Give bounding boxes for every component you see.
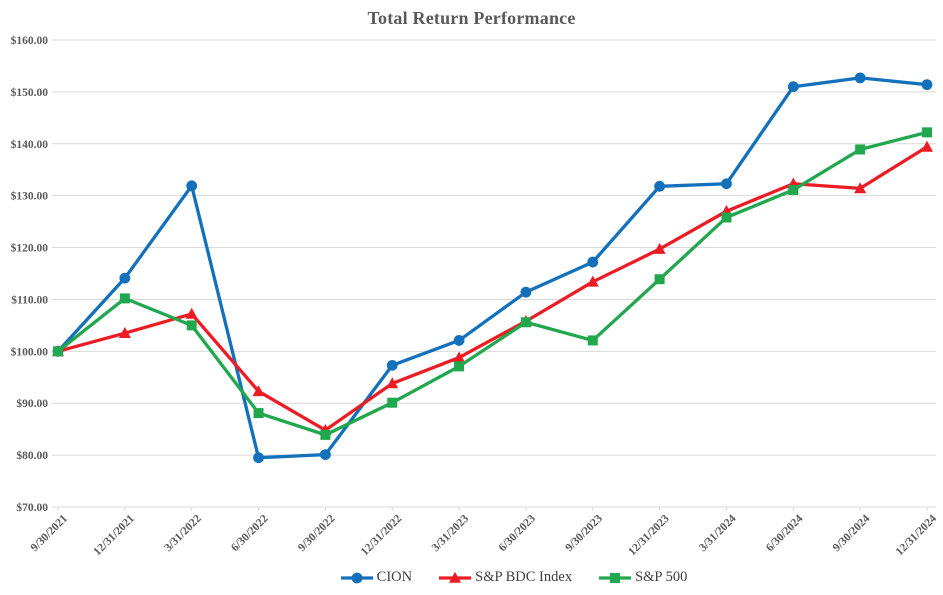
legend-label-cion: CION — [376, 569, 413, 585]
data-point-s-p-bdc-index — [586, 275, 599, 287]
legend-marker-glyph — [610, 572, 621, 583]
data-point-s-p-500 — [387, 397, 398, 408]
data-point-s-p-500 — [253, 408, 264, 419]
data-point-s-p-500 — [320, 429, 331, 440]
data-point-s-p-500 — [454, 361, 465, 372]
y-axis-tick-label: $160.00 — [11, 34, 49, 47]
x-axis-tick-label: 12/31/2022 — [359, 512, 405, 558]
x-axis-tick-label: 12/31/2021 — [91, 512, 137, 558]
series-cion — [52, 72, 933, 464]
legend-marker-glyph — [351, 572, 363, 583]
data-point-s-p-bdc-index — [453, 351, 466, 363]
data-point-cion — [520, 286, 532, 298]
legend-label-s-p-bdc-index: S&P BDC Index — [475, 569, 573, 585]
data-point-cion — [654, 180, 666, 192]
data-point-s-p-500 — [788, 184, 799, 195]
legend-item-s-p-500: S&P 500 — [598, 569, 687, 586]
data-point-cion — [253, 452, 264, 464]
data-point-s-p-500 — [721, 212, 732, 223]
data-point-cion — [721, 178, 732, 190]
x-axis-tick-label: 9/30/2024 — [831, 512, 873, 554]
y-axis-tick-label: $150.00 — [11, 86, 49, 99]
x-axis-tick-label: 6/30/2023 — [497, 512, 539, 554]
chart-legend: CION S&P BDC Index S&P 500 — [42, 569, 943, 586]
data-point-s-p-500 — [855, 144, 866, 155]
y-axis-tick-label: $110.00 — [11, 293, 48, 306]
data-point-cion — [386, 359, 398, 371]
data-point-s-p-500 — [119, 293, 130, 304]
data-point-cion — [319, 449, 331, 460]
data-point-cion — [921, 79, 933, 91]
data-point-s-p-bdc-index — [653, 242, 666, 254]
y-axis-tick-label: $120.00 — [11, 242, 49, 255]
legend-item-s-p-bdc-index: S&P BDC Index — [438, 569, 572, 586]
x-axis-tick-label: 9/30/2023 — [563, 512, 605, 554]
legend-marker-glyph — [449, 571, 462, 583]
data-point-s-p-500 — [922, 127, 932, 138]
data-point-cion — [787, 81, 799, 93]
data-point-s-p-bdc-index — [854, 182, 867, 194]
series-line-s-p-500 — [56, 130, 929, 437]
x-axis-tick-label: 3/31/2022 — [162, 512, 204, 554]
chart-title: Total Return Performance — [367, 8, 576, 28]
x-axis-tick-label: 9/30/2021 — [29, 512, 71, 554]
data-point-s-p-bdc-index — [185, 307, 198, 319]
data-point-cion — [453, 335, 465, 346]
series-line-cion — [56, 76, 929, 460]
data-point-cion — [119, 272, 131, 284]
series-s-p-500 — [53, 127, 932, 440]
legend-item-cion: CION — [340, 569, 412, 586]
data-point-s-p-500 — [587, 335, 598, 346]
y-axis-tick-label: $130.00 — [11, 190, 49, 203]
y-axis-tick-label: $140.00 — [11, 138, 49, 151]
y-axis-tick-label: $100.00 — [11, 345, 49, 358]
data-point-cion — [587, 256, 599, 268]
x-axis-tick-label: 3/31/2024 — [697, 512, 739, 554]
data-point-cion — [186, 180, 198, 192]
data-point-s-p-500 — [53, 346, 63, 357]
y-axis-tick-label: $90.00 — [16, 397, 48, 410]
x-axis-tick-label: 6/30/2022 — [229, 512, 271, 554]
x-axis-tick-label: 12/31/2024 — [894, 512, 940, 558]
series-line-s-p-bdc-index — [56, 145, 929, 432]
legend-marker-s-p-500 — [599, 572, 632, 583]
data-point-s-p-bdc-index — [118, 326, 131, 338]
data-point-s-p-bdc-index — [921, 140, 933, 152]
legend-marker-s-p-bdc-index — [439, 571, 472, 583]
x-axis-tick-label: 12/31/2023 — [626, 512, 672, 558]
x-axis-tick-label: 9/30/2022 — [296, 512, 338, 554]
legend-marker-cion — [340, 572, 373, 583]
x-axis-tick-label: 6/30/2024 — [764, 512, 806, 554]
y-axis-tick-label: $70.00 — [16, 501, 48, 514]
data-point-cion — [854, 72, 866, 84]
legend-label-s-p-500: S&P 500 — [635, 569, 688, 585]
data-point-s-p-bdc-index — [386, 377, 399, 389]
data-point-s-p-bdc-index — [252, 385, 265, 397]
data-point-s-p-500 — [186, 320, 197, 331]
y-axis-tick-label: $80.00 — [16, 449, 48, 462]
data-point-s-p-500 — [654, 274, 665, 285]
x-axis-tick-label: 3/31/2023 — [430, 512, 472, 554]
data-point-s-p-500 — [520, 317, 531, 328]
